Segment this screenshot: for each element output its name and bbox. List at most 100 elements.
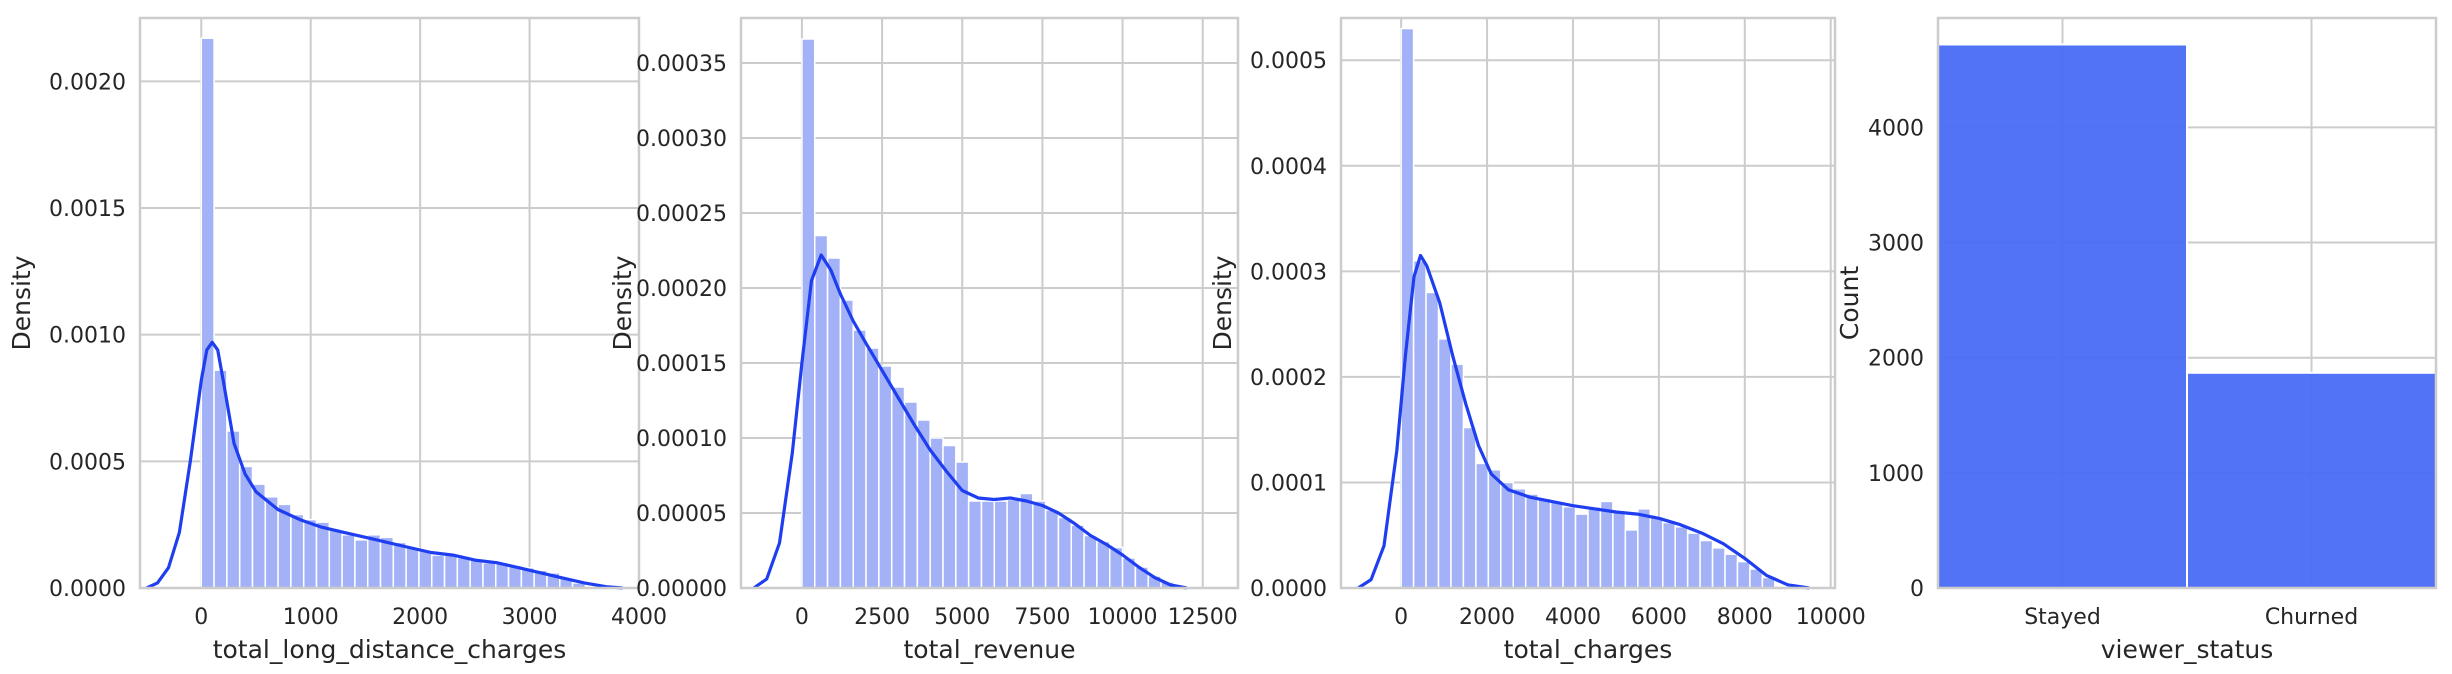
kde-line	[1357, 253, 1810, 590]
histogram-bar	[328, 528, 343, 589]
histogram-bar	[392, 541, 407, 589]
histogram-bar	[1587, 505, 1602, 589]
histogram-bar	[955, 461, 970, 589]
x-tick-label: 8000	[1717, 605, 1773, 630]
x-tick-label: Stayed	[2024, 605, 2101, 630]
histogram-bar	[302, 518, 318, 589]
histogram-bar	[430, 554, 446, 589]
y-tick-label: 4000	[1868, 116, 1924, 141]
bars	[200, 37, 587, 589]
bars	[1400, 27, 1776, 589]
histogram-bar	[890, 386, 906, 589]
histogram-bar	[1649, 516, 1664, 589]
histogram-bar	[1032, 500, 1047, 589]
histogram-bar	[341, 534, 356, 589]
y-tick-label: 0.0000	[49, 577, 126, 602]
chart-panel-4: 0 1000 2000 3000 4000 Stayed Churned viewer_sta…	[1835, 16, 2438, 664]
histogram-bar	[993, 500, 1008, 589]
y-tick-label: 0.00010	[636, 427, 727, 452]
histogram-bar	[839, 299, 854, 589]
y-tick-label: 0.00005	[636, 502, 727, 527]
histogram-bar	[1437, 338, 1452, 589]
y-tick-label: 0.0015	[49, 197, 126, 222]
histogram-bar	[277, 503, 292, 589]
histogram-bar	[1512, 488, 1527, 589]
histogram-bar	[1699, 539, 1714, 589]
histogram-bar	[1057, 516, 1073, 589]
y-tick-label: 0.00030	[636, 127, 727, 152]
y-tick-label: 0.0005	[49, 450, 126, 475]
histogram-bar	[290, 513, 305, 589]
histogram-bar	[1006, 498, 1021, 589]
y-tick-label: 0.0020	[49, 70, 126, 95]
y-tick-label: 0.00020	[636, 277, 727, 302]
histogram-bar	[1599, 500, 1614, 589]
histogram-bar	[1475, 462, 1490, 589]
histogram-bar	[443, 554, 459, 589]
x-tick-label: 12500	[1168, 605, 1238, 630]
histogram-bar	[878, 365, 893, 589]
axes-frame	[739, 16, 1240, 590]
x-axis-label: total_long_distance_charges	[213, 635, 567, 664]
y-tick-label: 0.00025	[636, 202, 727, 227]
histogram-bar	[865, 347, 880, 589]
x-tick-label: 6000	[1631, 605, 1687, 630]
x-tick-label: 10000	[1088, 605, 1158, 630]
histogram-bar	[264, 496, 279, 589]
y-tick-label: 0.00015	[636, 352, 727, 377]
histogram-bar	[1083, 534, 1098, 589]
histogram-bar	[980, 500, 996, 589]
x-tick-label: 4000	[1545, 605, 1601, 630]
x-tick-label: 2000	[392, 605, 448, 630]
bars	[801, 38, 1175, 589]
histogram-bar	[1637, 508, 1652, 589]
x-axis-label: viewer_status	[2101, 635, 2274, 664]
histogram-bar	[1674, 526, 1689, 589]
histogram-bar	[1019, 492, 1034, 589]
x-tick-label: 0	[1394, 605, 1408, 630]
y-tick-label: 0.0005	[1250, 49, 1327, 74]
histogram-bar	[418, 549, 433, 589]
histogram-bar	[456, 556, 471, 589]
bar-churned	[2186, 371, 2437, 590]
chart-panel-1: 0.0000 0.0005 0.0010 0.0015 0.0020 0 1000 2000 3…	[7, 16, 667, 664]
histogram-bar	[405, 546, 420, 589]
x-tick-label: 5000	[934, 605, 990, 630]
histogram-bar	[813, 234, 829, 589]
histogram-bar	[903, 401, 919, 589]
histogram-bar	[1711, 547, 1726, 589]
x-tick-label: 0	[795, 605, 809, 630]
y-tick-label: 0.0010	[49, 324, 126, 349]
axes-frame	[1936, 16, 2438, 590]
x-tick-label: 2500	[854, 605, 910, 630]
y-tick-label: 3000	[1868, 232, 1924, 257]
chart-panel-3: 0.0000 0.0001 0.0002 0.0003 0.0004 0.0005 0 200…	[1208, 16, 1866, 664]
x-tick-label: 0	[194, 605, 208, 630]
bar-stayed	[1937, 43, 2188, 589]
y-axis-label: Density	[608, 255, 637, 350]
y-tick-label: 0.0001	[1250, 471, 1327, 496]
histogram-bar	[366, 534, 382, 589]
y-tick-label: 0.0004	[1250, 155, 1327, 180]
histogram-bar	[1096, 540, 1111, 589]
histogram-bar	[1574, 513, 1589, 589]
histogram-bar	[1724, 553, 1739, 589]
histogram-bar	[1524, 493, 1539, 589]
y-tick-label: 0.0002	[1250, 366, 1327, 391]
histogram-bar	[1537, 497, 1552, 589]
y-tick-label: 0.0003	[1250, 260, 1327, 285]
histogram-bar	[1044, 509, 1060, 589]
axes-frame	[1339, 16, 1837, 590]
x-tick-label: 4000	[611, 605, 667, 630]
x-axis-label: total_revenue	[903, 635, 1075, 664]
histogram-bar	[1562, 505, 1577, 589]
histogram-bar	[1736, 560, 1751, 589]
histogram-bar	[315, 521, 331, 589]
y-axis-label: Density	[1208, 255, 1237, 350]
histogram-bar	[1462, 426, 1477, 589]
histogram-bar	[1425, 291, 1440, 589]
y-axis-label: Count	[1835, 266, 1864, 340]
histogram-bar	[1686, 532, 1701, 589]
bars	[1937, 43, 2437, 590]
